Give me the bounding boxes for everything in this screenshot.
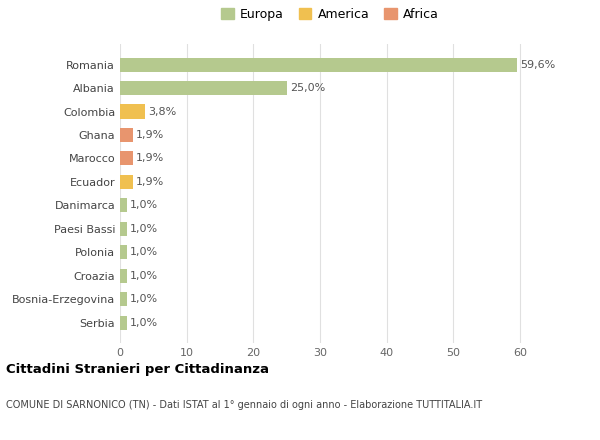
- Bar: [120, 81, 287, 95]
- Bar: [120, 198, 127, 213]
- Bar: [120, 269, 127, 283]
- Text: 1,0%: 1,0%: [130, 318, 158, 327]
- Text: Cittadini Stranieri per Cittadinanza: Cittadini Stranieri per Cittadinanza: [6, 363, 269, 376]
- Text: 1,9%: 1,9%: [136, 177, 164, 187]
- Bar: [120, 175, 133, 189]
- Text: 1,0%: 1,0%: [130, 271, 158, 281]
- Text: 59,6%: 59,6%: [521, 60, 556, 70]
- Text: 25,0%: 25,0%: [290, 83, 325, 93]
- Bar: [120, 245, 127, 259]
- Bar: [120, 128, 133, 142]
- Bar: [120, 315, 127, 330]
- Text: COMUNE DI SARNONICO (TN) - Dati ISTAT al 1° gennaio di ogni anno - Elaborazione : COMUNE DI SARNONICO (TN) - Dati ISTAT al…: [6, 400, 482, 411]
- Bar: [120, 58, 517, 72]
- Text: 1,0%: 1,0%: [130, 294, 158, 304]
- Bar: [120, 104, 145, 118]
- Text: 1,0%: 1,0%: [130, 224, 158, 234]
- Text: 3,8%: 3,8%: [149, 106, 177, 117]
- Text: 1,9%: 1,9%: [136, 154, 164, 163]
- Text: 1,0%: 1,0%: [130, 200, 158, 210]
- Text: 1,9%: 1,9%: [136, 130, 164, 140]
- Text: 1,0%: 1,0%: [130, 247, 158, 257]
- Bar: [120, 151, 133, 165]
- Bar: [120, 222, 127, 236]
- Legend: Europa, America, Africa: Europa, America, Africa: [216, 3, 444, 26]
- Bar: [120, 292, 127, 306]
